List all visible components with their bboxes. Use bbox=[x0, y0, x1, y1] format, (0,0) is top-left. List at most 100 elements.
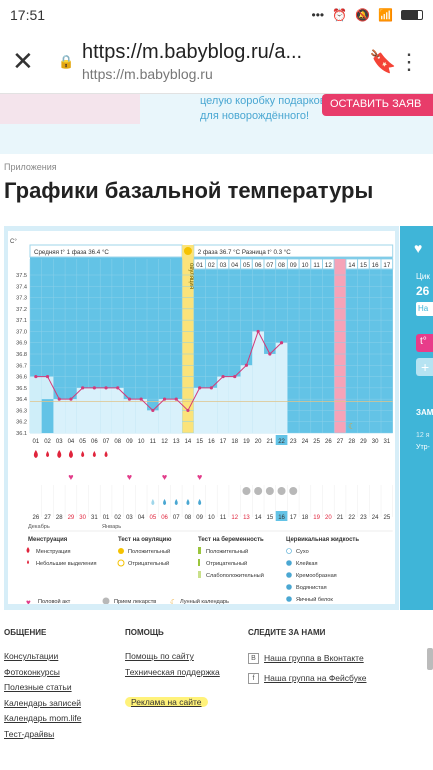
footer-col-social: СЛЕДИТЕ ЗА НАМИ B Наша группа в Вконтакт… bbox=[248, 628, 367, 691]
moon-icon: ☾ bbox=[348, 422, 355, 431]
y-tick-label: 36.1 bbox=[16, 431, 27, 437]
cycle-day-label: 22 bbox=[278, 439, 285, 445]
date-label: 21 bbox=[337, 515, 344, 521]
side-panel: ♥ Цик 26 д На t° + ЗАМ 12 я Утр- bbox=[400, 226, 433, 610]
url-sub: https://m.babyblog.ru bbox=[82, 66, 213, 82]
battery-icon bbox=[401, 10, 423, 20]
medication-pill-icon bbox=[289, 487, 298, 495]
temperature-point bbox=[116, 386, 120, 390]
temperature-point bbox=[256, 329, 260, 334]
temperature-bar bbox=[158, 399, 171, 433]
date-label: 14 bbox=[255, 515, 262, 521]
footer-link[interactable]: Наша группа на Фейсбуке bbox=[264, 673, 367, 683]
legend-label: Менструация bbox=[36, 549, 71, 555]
footer-link[interactable]: Техническая поддержка bbox=[125, 666, 220, 677]
top-day-label: 02 bbox=[208, 262, 215, 269]
top-day-label: 15 bbox=[360, 262, 367, 269]
legend-label: Яичный белок bbox=[296, 596, 333, 603]
side-section-title: ЗАМ bbox=[416, 408, 433, 417]
close-icon[interactable]: ✕ bbox=[12, 46, 34, 76]
banner-button[interactable]: ОСТАВИТЬ ЗАЯВ bbox=[322, 94, 433, 116]
temperature-point bbox=[209, 386, 213, 390]
vk-icon: B bbox=[248, 652, 259, 664]
y-axis-unit: C° bbox=[10, 239, 17, 245]
phase2-label: 2 фаза 36.7 °C Разница t° 0.3 °C bbox=[198, 249, 291, 256]
breadcrumb[interactable]: Приложения bbox=[4, 162, 57, 172]
temperature-point bbox=[233, 374, 237, 379]
cycle-day-label: 13 bbox=[173, 439, 180, 445]
y-tick-label: 36.5 bbox=[16, 386, 27, 392]
cycle-day-label: 04 bbox=[68, 439, 75, 445]
legend-label: Отрицательный bbox=[206, 560, 247, 567]
legend-label: Прием лекарств bbox=[114, 599, 156, 604]
footer-link[interactable]: Календарь mom.life bbox=[4, 713, 82, 723]
gift-box-image bbox=[0, 94, 140, 124]
footer-link[interactable]: Консультации bbox=[4, 651, 59, 661]
temperature-bar bbox=[252, 331, 264, 433]
legend-title: Тест на беременность bbox=[198, 536, 264, 543]
date-label: 15 bbox=[267, 515, 274, 521]
bookmark-icon[interactable]: 🔖 bbox=[369, 48, 397, 74]
y-tick-label: 36.2 bbox=[16, 420, 27, 426]
light-bleeding-drop-icon bbox=[46, 451, 50, 457]
url-field[interactable]: https://m.babyblog.ru/a... https://m.bab… bbox=[82, 41, 369, 82]
date-label: 02 bbox=[114, 515, 121, 521]
cycle-day-label: 21 bbox=[267, 439, 274, 445]
light-bleeding-drop-icon bbox=[104, 451, 108, 457]
cycle-day-label: 03 bbox=[56, 439, 63, 445]
cycle-day-label: 09 bbox=[126, 439, 133, 445]
temperature-bar bbox=[147, 410, 159, 433]
temperature-point bbox=[127, 397, 132, 401]
lock-icon: 🔒 bbox=[58, 53, 75, 69]
y-tick-label: 37.4 bbox=[16, 284, 27, 290]
social-vk[interactable]: B Наша группа в Вконтакте bbox=[248, 651, 367, 665]
light-bleeding-drop-icon bbox=[92, 451, 96, 457]
temperature-point bbox=[139, 397, 143, 401]
light-bleeding-drop-icon bbox=[81, 451, 85, 457]
date-label: 13 bbox=[243, 515, 250, 521]
y-tick-label: 37.5 bbox=[16, 273, 27, 279]
temperature-bar bbox=[170, 399, 183, 433]
heart-icon[interactable]: ♥ bbox=[414, 240, 423, 256]
date-label: 31 bbox=[91, 515, 98, 521]
date-label: 24 bbox=[372, 515, 379, 521]
footer-heading: СЛЕДИТЕ ЗА НАМИ bbox=[248, 628, 326, 637]
temperature-line bbox=[35, 330, 282, 412]
overflow-menu-icon[interactable]: ⋮ bbox=[398, 48, 420, 74]
ovtest-negative-icon bbox=[117, 559, 125, 567]
temperature-bar bbox=[100, 387, 112, 433]
ad-banner[interactable]: целую коробку подарков для новорождённог… bbox=[0, 94, 433, 154]
today-cell bbox=[275, 435, 288, 445]
footer-link[interactable]: Помощь по сайту bbox=[125, 651, 194, 661]
y-tick-label: 36.6 bbox=[16, 375, 27, 381]
temperature-bar bbox=[30, 376, 42, 433]
cycle-day-label: 07 bbox=[103, 439, 110, 445]
facebook-icon: f bbox=[248, 672, 259, 684]
footer-link-ads[interactable]: Реклама на сайте bbox=[125, 697, 220, 713]
legend-label: Сухо bbox=[296, 549, 309, 555]
temperature-point bbox=[45, 374, 50, 379]
legend-label: Лунный календарь bbox=[180, 598, 229, 604]
side-pink-icon[interactable]: t° bbox=[416, 334, 433, 352]
banner-text: целую коробку подарков для новорождённог… bbox=[200, 95, 326, 122]
cycle-day-label: 30 bbox=[372, 439, 379, 445]
side-button[interactable]: На bbox=[416, 302, 433, 316]
scrollbar[interactable] bbox=[427, 648, 433, 670]
footer-heading: ОБЩЕНИЕ bbox=[4, 628, 47, 637]
date-label: 25 bbox=[384, 515, 391, 521]
legend-title: Тест на овуляцию bbox=[118, 537, 171, 543]
legend-label: Клейкая bbox=[296, 560, 317, 567]
cycle-day-label: 15 bbox=[196, 439, 203, 445]
footer-link[interactable]: Наша группа в Вконтакте bbox=[264, 653, 364, 663]
medication-pill-icon bbox=[254, 487, 263, 495]
footer-link[interactable]: Полезные статьи bbox=[4, 682, 72, 692]
footer-link[interactable]: Фотоконкурсы bbox=[4, 666, 60, 677]
footer-link[interactable]: Календарь записей bbox=[4, 697, 81, 708]
footer-link[interactable]: Тест-драйвы bbox=[4, 728, 55, 739]
side-add-icon[interactable]: + bbox=[416, 358, 433, 376]
y-tick-label: 37.2 bbox=[16, 307, 27, 313]
social-fb[interactable]: f Наша группа на Фейсбуке bbox=[248, 671, 367, 685]
y-tick-label: 36.3 bbox=[16, 408, 27, 414]
mucus-icon bbox=[286, 572, 292, 578]
legend-label: Кремообразная bbox=[296, 573, 337, 579]
